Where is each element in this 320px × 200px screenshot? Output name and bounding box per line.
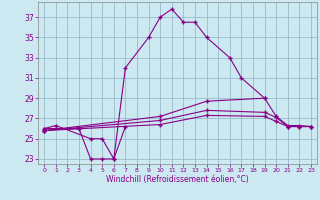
X-axis label: Windchill (Refroidissement éolien,°C): Windchill (Refroidissement éolien,°C) [106,175,249,184]
